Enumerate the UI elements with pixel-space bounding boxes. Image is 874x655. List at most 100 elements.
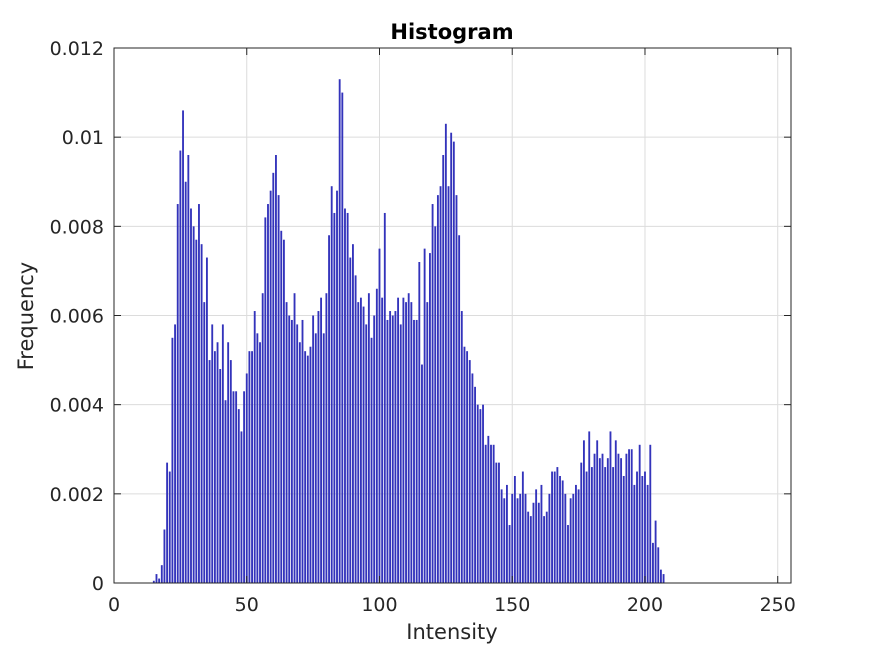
- histogram-bar: [330, 186, 333, 583]
- histogram-bar: [277, 195, 280, 584]
- x-tick-labels: 0 50 100 150 200 250: [108, 594, 796, 616]
- histogram-bar: [484, 444, 487, 583]
- histogram-bar: [208, 360, 211, 583]
- histogram-bar: [285, 302, 288, 584]
- histogram-bar: [389, 311, 392, 583]
- histogram-bar: [444, 123, 447, 583]
- histogram-bar: [495, 462, 498, 584]
- histogram-bar: [500, 489, 503, 584]
- histogram-bar: [205, 257, 208, 583]
- histogram-bar: [328, 235, 330, 583]
- histogram-bar: [458, 235, 461, 583]
- histogram-bar: [628, 449, 630, 583]
- histogram-bar: [415, 319, 418, 583]
- histogram-bar: [545, 511, 548, 583]
- histogram-bar: [298, 342, 301, 583]
- histogram-bar: [471, 373, 474, 583]
- histogram-bar: [158, 578, 161, 583]
- histogram-bar: [612, 467, 615, 583]
- histogram-bar: [567, 525, 569, 583]
- histogram-bar: [617, 453, 620, 583]
- histogram-bar: [402, 297, 405, 583]
- histogram-bar: [155, 574, 158, 583]
- histogram-bar: [264, 217, 267, 584]
- histogram-bar: [235, 391, 238, 583]
- histogram-bar: [272, 172, 275, 583]
- histogram-bar: [357, 302, 360, 584]
- x-axis-label: Intensity: [406, 620, 497, 644]
- histogram-bar: [275, 155, 277, 583]
- y-tick-labels: 0 0.002 0.004 0.006 0.008 0.01 0.012: [50, 38, 104, 595]
- histogram-bar: [261, 293, 264, 583]
- histogram-bar: [367, 293, 370, 583]
- histogram-bar: [383, 212, 386, 583]
- y-tick-label: 0.002: [50, 484, 104, 506]
- histogram-bar: [174, 324, 176, 583]
- histogram-bar: [213, 351, 216, 583]
- histogram-bar: [638, 444, 641, 583]
- histogram-bar: [466, 351, 469, 583]
- histogram-bar: [498, 462, 500, 584]
- y-tick-label: 0.008: [50, 216, 104, 238]
- histogram-bar: [423, 248, 426, 584]
- histogram-bar: [468, 360, 471, 583]
- histogram-bar: [256, 333, 259, 583]
- histogram-bar: [370, 337, 373, 583]
- histogram-bar: [561, 480, 564, 583]
- histogram-bar: [224, 400, 227, 583]
- histogram-bar: [527, 511, 530, 583]
- histogram-bar: [227, 342, 230, 583]
- y-tick-label: 0.01: [62, 127, 104, 149]
- histogram-bar: [436, 195, 439, 584]
- histogram-bar: [633, 484, 636, 583]
- histogram-bar: [559, 476, 561, 583]
- histogram-bar: [580, 462, 583, 584]
- histogram-bar: [564, 493, 567, 583]
- histogram-bar: [652, 542, 654, 584]
- grid-lines: [114, 48, 791, 583]
- histogram-bar: [296, 324, 299, 583]
- histogram-bar: [622, 476, 625, 583]
- histogram-bar: [452, 141, 455, 583]
- histogram-bar: [248, 351, 251, 583]
- histogram-bar: [442, 155, 445, 583]
- histogram-bar: [654, 520, 657, 583]
- histogram-bar: [219, 369, 222, 583]
- histogram-bar: [503, 498, 506, 583]
- histogram-bar: [625, 453, 628, 583]
- histogram-bar: [267, 204, 269, 584]
- histogram-bar: [479, 409, 482, 584]
- histogram-bar: [429, 253, 431, 583]
- histogram-bar: [487, 435, 490, 584]
- histogram-bar: [508, 525, 511, 583]
- histogram-bar: [649, 444, 652, 583]
- histogram-bar: [426, 302, 429, 584]
- histogram-bar: [381, 297, 384, 583]
- histogram-bar: [421, 364, 423, 583]
- histogram-bar: [237, 409, 240, 584]
- histogram-bar: [320, 297, 323, 583]
- histogram-bar: [405, 302, 407, 584]
- histogram-bar: [519, 493, 522, 583]
- histogram-bar: [198, 204, 200, 584]
- histogram-bar: [314, 333, 317, 583]
- histogram-bar: [280, 230, 283, 584]
- x-tick-label: 100: [361, 594, 397, 616]
- histogram-bar: [187, 155, 190, 583]
- histogram-bar: [288, 315, 291, 583]
- histogram-bar: [341, 92, 344, 583]
- histogram-bar: [325, 293, 328, 583]
- histogram-bar: [176, 204, 179, 584]
- histogram-bar: [590, 467, 593, 583]
- histogram-bar: [543, 516, 546, 584]
- histogram-bar: [439, 186, 442, 583]
- histogram-bar: [391, 315, 394, 583]
- histogram-bar: [251, 351, 253, 583]
- histogram-bar: [243, 391, 246, 583]
- x-tick-label: 200: [627, 594, 663, 616]
- histogram-bar: [662, 574, 665, 583]
- histogram-bar: [659, 569, 662, 584]
- histogram-bar: [551, 471, 553, 583]
- x-tick-label: 50: [235, 594, 259, 616]
